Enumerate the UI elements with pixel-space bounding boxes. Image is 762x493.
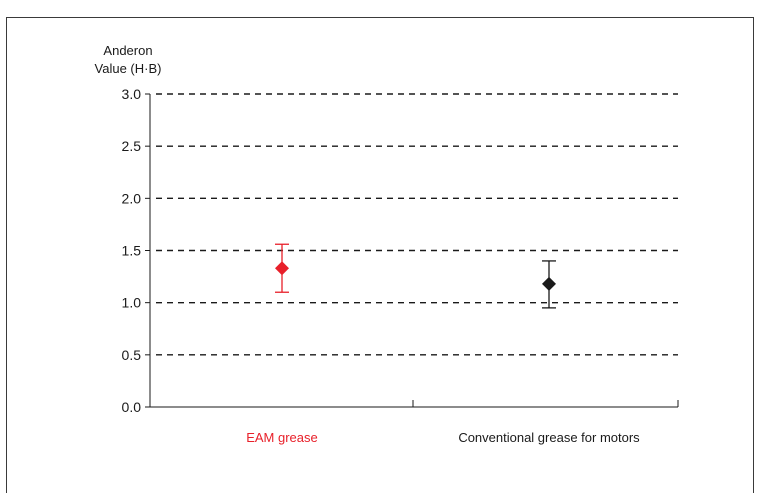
- y-tick-labels: 0.0 0.5 1.0 1.5 2.0 2.5 3.0: [122, 86, 142, 415]
- axes: [145, 93, 679, 408]
- y-tick-label-0.0: 0.0: [122, 399, 142, 415]
- y-tick-label-3.0: 3.0: [122, 86, 142, 102]
- y-tick-label-0.5: 0.5: [122, 347, 142, 363]
- data-points: [275, 243, 556, 309]
- y-axis-label-line-2: Value (H·B): [95, 61, 162, 76]
- gridlines: [156, 93, 678, 356]
- y-tick-label-1.5: 1.5: [122, 243, 142, 259]
- category-label-2: Conventional grease for motors: [458, 430, 640, 445]
- category-label-1: EAM grease: [246, 430, 318, 445]
- diamond-marker-1: [275, 261, 289, 276]
- y-tick-label-2.5: 2.5: [122, 138, 142, 154]
- category-labels: EAM grease Conventional grease for motors: [246, 430, 640, 445]
- chart-frame: [6, 17, 754, 493]
- data-point-2: [542, 260, 556, 309]
- y-tick-label-2.0: 2.0: [122, 190, 142, 206]
- y-axis-label: Anderon Value (H·B): [95, 43, 162, 76]
- data-point-1: [275, 243, 289, 293]
- y-tick-label-1.0: 1.0: [122, 295, 142, 311]
- y-axis-label-line-1: Anderon: [103, 43, 152, 58]
- diamond-marker-2: [542, 276, 556, 291]
